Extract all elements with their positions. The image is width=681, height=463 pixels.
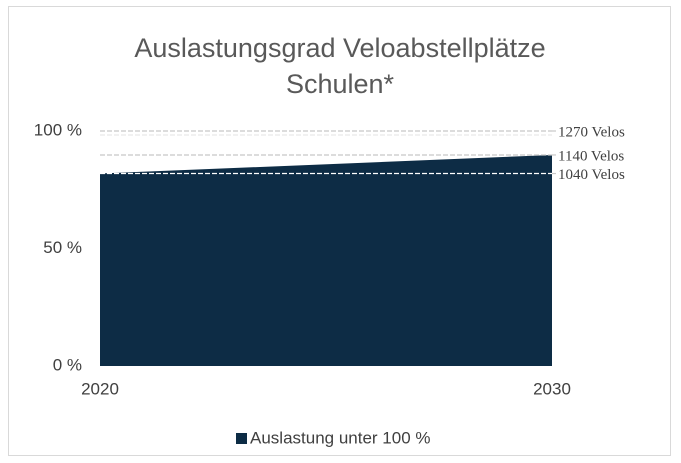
annotation-label: 1140 Velos (558, 148, 624, 164)
chart-frame (8, 6, 671, 456)
annotation-label: 1040 Velos (558, 167, 625, 183)
chart-title: Auslastungsgrad Veloabstellplätze Schule… (134, 33, 546, 99)
y-tick-label: 50 % (43, 238, 82, 257)
legend-label: Auslastung unter 100 % (250, 428, 431, 447)
legend-swatch (236, 433, 247, 444)
y-tick-label: 0 % (53, 355, 82, 374)
x-tick-label: 2030 (533, 379, 571, 398)
x-tick-label: 2020 (81, 379, 119, 398)
annotation-label: 1270 Velos (558, 124, 625, 140)
y-tick-label: 100 % (34, 120, 82, 139)
area (100, 154, 552, 366)
